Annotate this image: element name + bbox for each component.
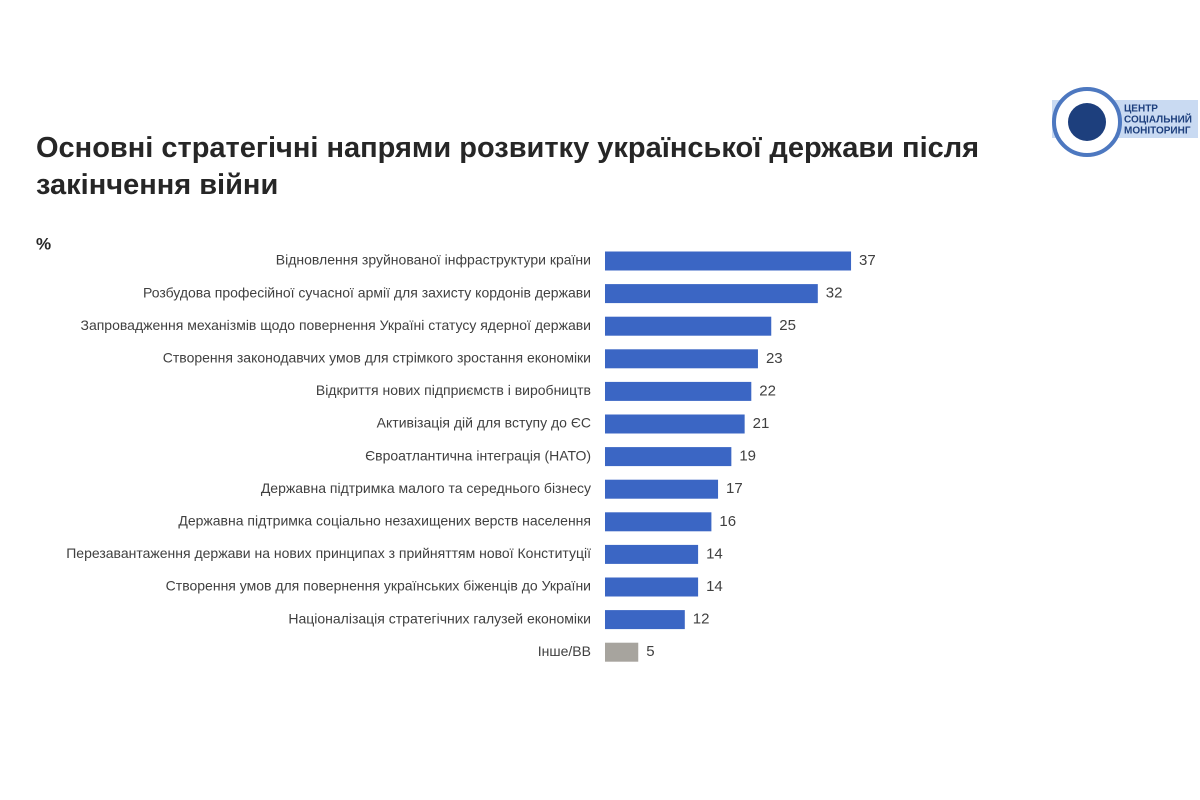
value-label: 19 bbox=[739, 448, 756, 465]
bar bbox=[605, 349, 758, 369]
bar bbox=[605, 414, 745, 434]
category-label: Активізація дій для вступу до ЄС bbox=[377, 415, 591, 431]
category-label: Державна підтримка малого та середнього … bbox=[261, 480, 591, 496]
category-label: Відновлення зруйнованої інфраструктури к… bbox=[276, 252, 591, 268]
category-label: Створення умов для повернення українськи… bbox=[166, 578, 591, 594]
value-label: 21 bbox=[753, 415, 770, 432]
category-label: Запровадження механізмів щодо повернення… bbox=[80, 317, 591, 333]
bar bbox=[605, 284, 818, 304]
logo-core bbox=[1068, 103, 1106, 141]
category-label: Державна підтримка соціально незахищених… bbox=[178, 513, 591, 529]
logo-text: МОНІТОРИНГ bbox=[1124, 126, 1191, 137]
value-label: 14 bbox=[706, 578, 723, 595]
category-label: Перезавантаження держави на нових принци… bbox=[66, 545, 591, 561]
bar bbox=[605, 642, 639, 662]
bar bbox=[605, 447, 732, 467]
category-label: Відкриття нових підприємств і виробництв bbox=[316, 382, 591, 398]
value-label: 12 bbox=[693, 611, 710, 628]
category-label: Євроатлантична інтеграція (НАТО) bbox=[365, 447, 591, 463]
category-label: Розбудова професійної сучасної армії для… bbox=[143, 284, 591, 300]
bar bbox=[605, 316, 772, 336]
value-label: 17 bbox=[726, 480, 743, 497]
chart-title: Основні стратегічні напрями розвитку укр… bbox=[36, 132, 980, 201]
category-label: Інше/ВВ bbox=[538, 643, 591, 659]
value-label: 22 bbox=[759, 382, 776, 399]
value-label: 16 bbox=[719, 513, 736, 530]
bar bbox=[605, 479, 719, 499]
logo-text: ЦЕНТР bbox=[1124, 104, 1158, 115]
value-label: 25 bbox=[779, 317, 796, 334]
value-label: 32 bbox=[826, 285, 843, 302]
category-label: Створення законодавчих умов для стрімког… bbox=[163, 350, 591, 366]
bar bbox=[605, 610, 685, 630]
logo-text: СОЦІАЛЬНИЙ bbox=[1124, 113, 1192, 126]
value-label: 5 bbox=[646, 643, 654, 660]
value-label: 37 bbox=[859, 252, 876, 269]
value-label: 23 bbox=[766, 350, 783, 367]
category-label: Націоналізація стратегічних галузей екон… bbox=[288, 610, 591, 626]
bar bbox=[605, 251, 852, 271]
bar bbox=[605, 544, 699, 564]
bar bbox=[605, 381, 752, 401]
logo: ЦЕНТР СОЦІАЛЬНИЙ МОНІТОРИНГ bbox=[1052, 87, 1198, 157]
unit-label: % bbox=[36, 234, 51, 253]
bar bbox=[605, 577, 699, 597]
value-label: 14 bbox=[706, 545, 723, 562]
bar bbox=[605, 512, 712, 532]
